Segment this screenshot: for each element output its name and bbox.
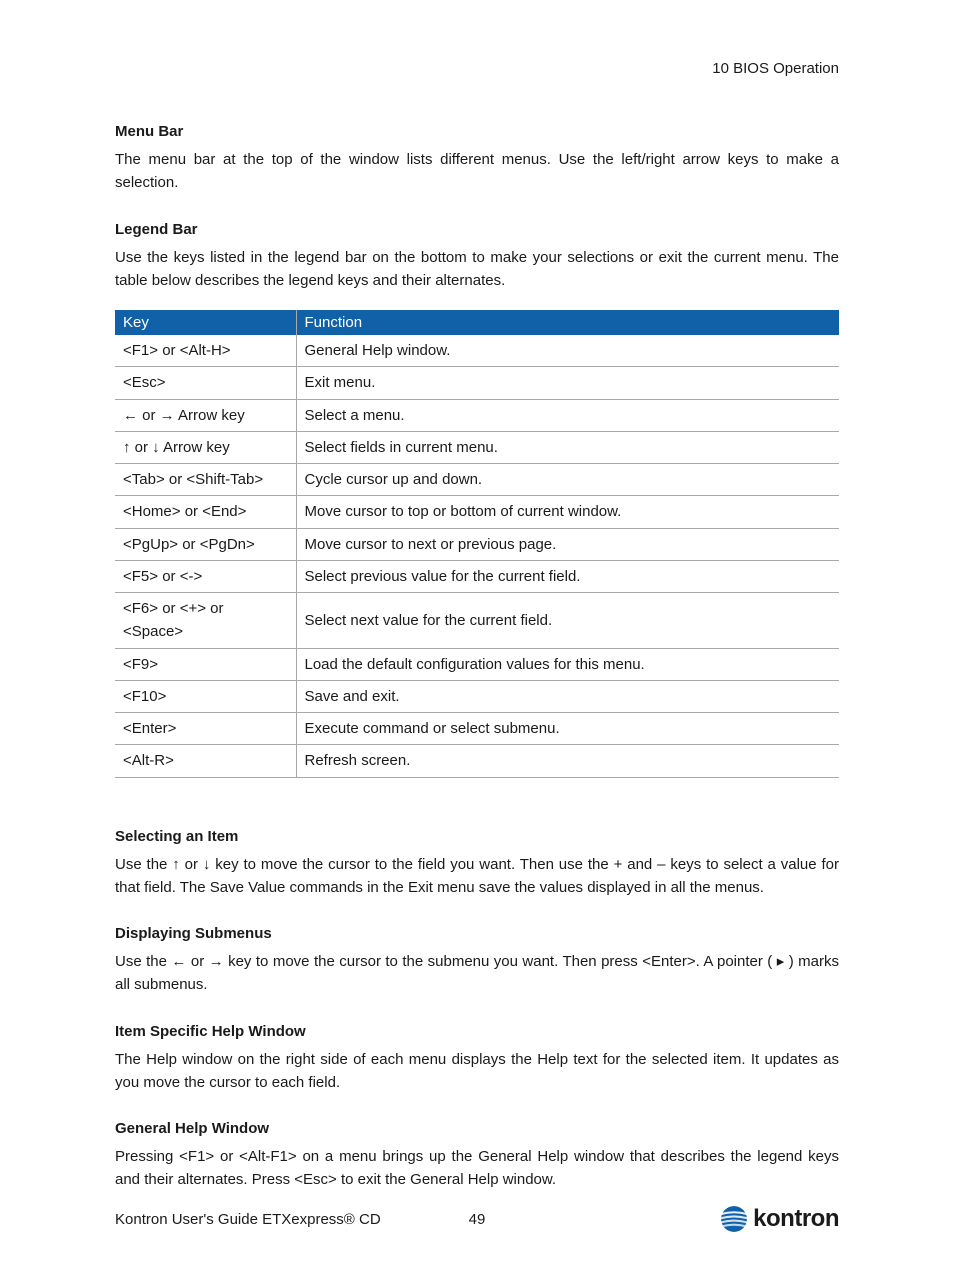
heading-general-help: General Help Window [115, 1120, 839, 1137]
legend-keys-table: Key Function <F1> or <Alt-H>General Help… [115, 310, 839, 778]
table-cell-key: <Tab> or <Shift-Tab> [115, 464, 296, 496]
heading-displaying-submenus: Displaying Submenus [115, 925, 839, 942]
table-row: <Home> or <End>Move cursor to top or bot… [115, 496, 839, 528]
table-row: <Enter>Execute command or select submenu… [115, 713, 839, 745]
table-row: <PgUp> or <PgDn>Move cursor to next or p… [115, 528, 839, 560]
table-cell-function: Select previous value for the current fi… [296, 560, 839, 592]
body-item-help: The Help window on the right side of eac… [115, 1048, 839, 1095]
kontron-logo-icon [721, 1206, 747, 1232]
table-cell-function: Move cursor to next or previous page. [296, 528, 839, 560]
table-header-key: Key [115, 310, 296, 335]
heading-menu-bar: Menu Bar [115, 123, 839, 140]
table-cell-key: <Esc> [115, 367, 296, 399]
table-cell-function: Refresh screen. [296, 745, 839, 777]
table-cell-function: General Help window. [296, 335, 839, 367]
table-cell-key: ↑ or ↓ Arrow key [115, 431, 296, 463]
table-row: <Esc>Exit menu. [115, 367, 839, 399]
table-cell-function: Move cursor to top or bottom of current … [296, 496, 839, 528]
table-cell-function: Exit menu. [296, 367, 839, 399]
table-cell-function: Load the default configuration values fo… [296, 648, 839, 680]
table-row: <Alt-R>Refresh screen. [115, 745, 839, 777]
table-cell-key: <Home> or <End> [115, 496, 296, 528]
table-row: <Tab> or <Shift-Tab>Cycle cursor up and … [115, 464, 839, 496]
table-cell-key: <Alt-R> [115, 745, 296, 777]
section-displaying-submenus: Displaying Submenus Use the ← or → key t… [115, 925, 839, 997]
header-section-label: 10 BIOS Operation [115, 60, 839, 77]
table-cell-function: Execute command or select submenu. [296, 713, 839, 745]
heading-item-help: Item Specific Help Window [115, 1023, 839, 1040]
footer-guide-title: Kontron User's Guide ETXexpress® CD [115, 1211, 721, 1228]
section-selecting-item: Selecting an Item Use the ↑ or ↓ key to … [115, 828, 839, 900]
table-row: <F9>Load the default configuration value… [115, 648, 839, 680]
body-selecting-item: Use the ↑ or ↓ key to move the cursor to… [115, 853, 839, 900]
table-cell-function: Save and exit. [296, 680, 839, 712]
table-cell-function: Select fields in current menu. [296, 431, 839, 463]
table-header-row: Key Function [115, 310, 839, 335]
table-cell-key: <F9> [115, 648, 296, 680]
body-displaying-submenus: Use the ← or → key to move the cursor to… [115, 950, 839, 997]
table-cell-key: <PgUp> or <PgDn> [115, 528, 296, 560]
page-footer: Kontron User's Guide ETXexpress® CD 49 k… [115, 1205, 839, 1233]
table-row: <F10>Save and exit. [115, 680, 839, 712]
body-legend-bar: Use the keys listed in the legend bar on… [115, 246, 839, 293]
table-row: ← or → Arrow keySelect a menu. [115, 399, 839, 431]
table-cell-function: Select next value for the current field. [296, 593, 839, 649]
section-general-help: General Help Window Pressing <F1> or <Al… [115, 1120, 839, 1192]
footer-brand-text: kontron [753, 1205, 839, 1233]
table-cell-key: <F6> or <+> or <Space> [115, 593, 296, 649]
table-cell-key: ← or → Arrow key [115, 399, 296, 431]
table-row: <F6> or <+> or <Space>Select next value … [115, 593, 839, 649]
body-general-help: Pressing <F1> or <Alt-F1> on a menu brin… [115, 1145, 839, 1192]
table-row: ↑ or ↓ Arrow keySelect fields in current… [115, 431, 839, 463]
body-menu-bar: The menu bar at the top of the window li… [115, 148, 839, 195]
table-cell-key: <F1> or <Alt-H> [115, 335, 296, 367]
section-menu-bar: Menu Bar The menu bar at the top of the … [115, 123, 839, 195]
table-header-function: Function [296, 310, 839, 335]
table-cell-key: <F10> [115, 680, 296, 712]
table-cell-function: Cycle cursor up and down. [296, 464, 839, 496]
section-legend-bar: Legend Bar Use the keys listed in the le… [115, 221, 839, 293]
table-cell-function: Select a menu. [296, 399, 839, 431]
table-cell-key: <Enter> [115, 713, 296, 745]
heading-selecting-item: Selecting an Item [115, 828, 839, 845]
heading-legend-bar: Legend Bar [115, 221, 839, 238]
table-row: <F1> or <Alt-H>General Help window. [115, 335, 839, 367]
section-item-help: Item Specific Help Window The Help windo… [115, 1023, 839, 1095]
table-cell-key: <F5> or <-> [115, 560, 296, 592]
footer-brand: kontron [721, 1205, 839, 1233]
table-row: <F5> or <->Select previous value for the… [115, 560, 839, 592]
